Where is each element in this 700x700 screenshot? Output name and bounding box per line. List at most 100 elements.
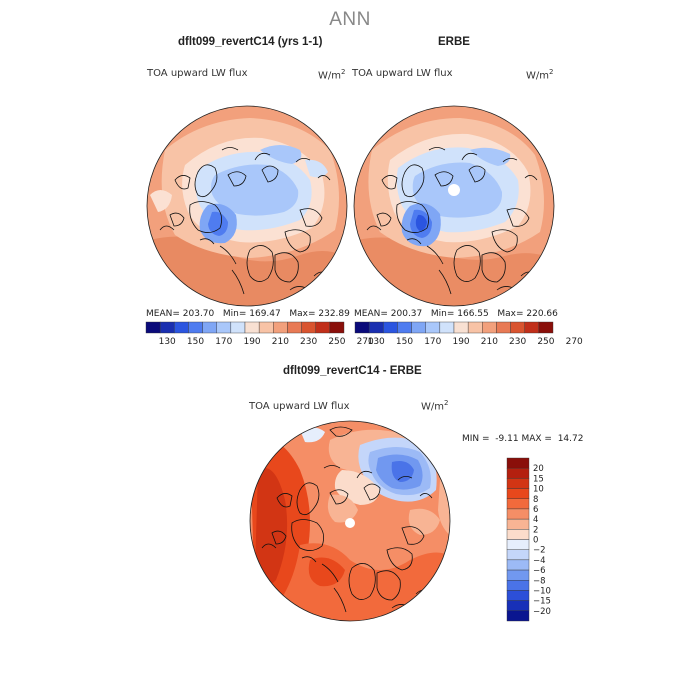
colorbar-swatch (506, 590, 530, 601)
colorbar-swatch (506, 529, 530, 540)
colorbar-swatch (287, 321, 302, 334)
colorbar-tick-label: 150 (187, 337, 204, 347)
colorbar-tick-label: 130 (368, 337, 385, 347)
map1-boundary (146, 105, 348, 307)
colorbar-tick-label: 250 (537, 337, 554, 347)
panel2-units: W/m2 (526, 68, 554, 82)
panel2-title: ERBE (438, 36, 470, 48)
panel2-variable: TOA upward LW flux (352, 68, 453, 79)
colorbar-swatch (145, 321, 161, 334)
colorbar-swatch (538, 321, 554, 334)
colorbar-tick-label: 250 (328, 337, 345, 347)
panel3-units: W/m2 (421, 399, 449, 413)
colorbar-swatch (383, 321, 398, 334)
colorbar-swatch (202, 321, 217, 334)
map3-boundary (249, 420, 451, 622)
colorbar-swatch (524, 321, 540, 334)
colorbar-tick-label: 130 (159, 337, 176, 347)
panel3-stats: MIN = -9.11 MAX = 14.72 (462, 434, 584, 444)
colorbar-swatch (354, 321, 370, 334)
colorbar-tick-label: 270 (566, 337, 583, 347)
colorbar-swatch (425, 321, 441, 334)
colorbar-swatch (230, 321, 246, 334)
colorbar-tick-label: 190 (452, 337, 469, 347)
colorbar-swatch (506, 457, 530, 469)
panel3-variable: TOA upward LW flux (249, 401, 350, 412)
colorbar-swatch (368, 321, 384, 334)
colorbar-swatch (506, 569, 530, 581)
colorbar-swatch (244, 321, 260, 334)
colorbar-tick-label: 230 (300, 337, 317, 347)
colorbar-tick-label: 270 (357, 337, 374, 347)
colorbar-swatch (506, 580, 530, 591)
colorbar-tick-label: −4 (533, 556, 546, 566)
colorbar-swatch (397, 321, 412, 334)
colorbar-swatch (301, 321, 316, 334)
colorbar-tick-label: −10 (533, 586, 551, 596)
colorbar-tick-label: −15 (533, 597, 551, 607)
colorbar-tick-label: −6 (533, 566, 546, 576)
colorbar-tick-label: −8 (533, 576, 546, 586)
colorbar-tick-label: 8 (533, 495, 538, 505)
colorbar-swatch (329, 321, 345, 334)
colorbar-swatch (439, 321, 455, 334)
colorbar-swatch (506, 549, 530, 561)
colorbar-tick-label: 15 (533, 474, 544, 484)
colorbar-swatch (159, 321, 175, 334)
panel1-units: W/m2 (318, 68, 346, 82)
colorbar-tick-label: −2 (533, 546, 546, 556)
colorbar-tick-label: 190 (243, 337, 260, 347)
colorbar-swatch (273, 321, 288, 334)
colorbar-swatch (506, 559, 530, 571)
map2-boundary (353, 105, 555, 307)
panel1-stats: MEAN= 203.70 Min= 169.47 Max= 232.89 (146, 309, 350, 319)
panel2-stats: MEAN= 200.37 Min= 166.55 Max= 220.66 (354, 309, 558, 319)
colorbar-tick-label: 20 (533, 464, 544, 474)
colorbar-swatch (174, 321, 189, 334)
colorbar-swatch (506, 478, 530, 489)
colorbar-tick-label: 150 (396, 337, 413, 347)
colorbar-swatch (506, 610, 530, 622)
map3-field (250, 421, 450, 621)
colorbar-tick-label: 230 (509, 337, 526, 347)
colorbar-tick-label: 170 (424, 337, 441, 347)
colorbar-tick-label: 10 (533, 485, 544, 495)
colorbar-swatch (506, 498, 530, 510)
colorbar-swatch (258, 321, 274, 334)
colorbar-swatch (506, 539, 530, 550)
panel2-colorbar: 130 150 170 190 210 230 250 270 (354, 321, 583, 347)
panel1-title: dflt099_revertC14 (yrs 1-1) (178, 36, 323, 48)
panel3-title: dflt099_revertC14 - ERBE (283, 365, 422, 377)
colorbar-tick-label: 6 (533, 505, 538, 515)
colorbar-swatch (467, 321, 483, 334)
colorbar-swatch (453, 321, 469, 334)
colorbar-swatch (496, 321, 511, 334)
colorbar-tick-label: 170 (215, 337, 232, 347)
colorbar-swatch (482, 321, 497, 334)
map1-coastlines (159, 147, 331, 295)
panel1-colorbar: 130 150 170 190 210 230 250 270 (145, 321, 374, 347)
colorbar-swatch (506, 508, 530, 520)
colorbar-swatch (506, 518, 530, 530)
colorbar-swatch (411, 321, 426, 334)
colorbar-swatch (216, 321, 232, 334)
colorbar-tick-label: −20 (533, 607, 551, 617)
colorbar-tick-label: 210 (272, 337, 289, 347)
colorbar-tick-label: 2 (533, 525, 538, 535)
colorbar-swatch (315, 321, 331, 334)
colorbar-tick-label: 210 (481, 337, 498, 347)
colorbar-swatch (188, 321, 203, 334)
colorbar-swatch (506, 488, 530, 499)
map3-coastlines (261, 426, 433, 613)
map2-field (354, 106, 554, 306)
colorbar-swatch (506, 467, 530, 479)
map1-field (147, 106, 347, 306)
panel1-variable: TOA upward LW flux (147, 68, 248, 79)
colorbar-swatch (510, 321, 525, 334)
figure-title: ANN (329, 9, 371, 30)
colorbar-swatch (506, 600, 530, 612)
colorbar-tick-label: 4 (533, 515, 538, 525)
colorbar-tick-label: 0 (533, 536, 538, 546)
